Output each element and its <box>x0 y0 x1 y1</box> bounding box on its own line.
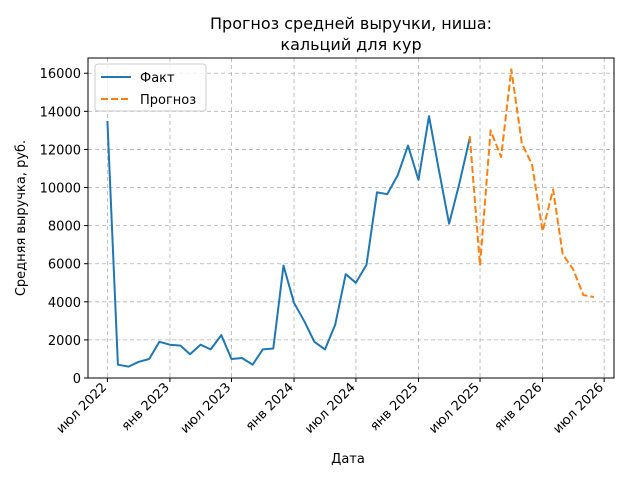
y-tick-label: 2000 <box>48 334 81 349</box>
y-tick-label: 10000 <box>40 182 81 197</box>
chart-title-line-1: Прогноз средней выручки, ниша: <box>210 14 492 33</box>
y-tick-label: 16000 <box>40 67 81 82</box>
plot-frame <box>87 57 615 379</box>
legend-label-forecast: Прогноз <box>140 93 196 108</box>
chart-title-line-2: кальций для кур <box>280 35 421 54</box>
y-tick-label: 4000 <box>48 296 81 311</box>
y-tick-label: 14000 <box>40 105 81 120</box>
x-tick-label: июл 2026 <box>550 380 607 437</box>
series-line-fact <box>106 115 471 368</box>
y-tick-label: 8000 <box>48 220 81 235</box>
series-line-forecast <box>468 68 595 298</box>
x-tick-label: июл 2022 <box>54 380 111 437</box>
x-tick-label: янв 2023 <box>119 380 173 434</box>
series-layer <box>106 68 595 368</box>
y-tick-label: 12000 <box>40 143 81 158</box>
y-tick-label: 0 <box>73 372 81 387</box>
x-tick-label: июл 2023 <box>178 380 235 437</box>
x-tick-label: янв 2026 <box>492 380 546 434</box>
x-tick-label: янв 2024 <box>243 380 297 434</box>
legend: Факт Прогноз <box>94 63 207 112</box>
x-tick-label: июл 2024 <box>302 380 359 437</box>
y-tick-label: 6000 <box>48 258 81 273</box>
legend-label-fact: Факт <box>140 71 175 86</box>
x-axis-label: Дата <box>331 452 365 467</box>
x-tick-label: июл 2025 <box>426 380 483 437</box>
x-tick-label: янв 2025 <box>367 380 421 434</box>
axis-ticks: 0 2000 4000 6000 8000 10000 12000 14000 16000 июл… <box>40 67 607 436</box>
y-axis-label: Средняя выручка, руб. <box>14 140 29 296</box>
